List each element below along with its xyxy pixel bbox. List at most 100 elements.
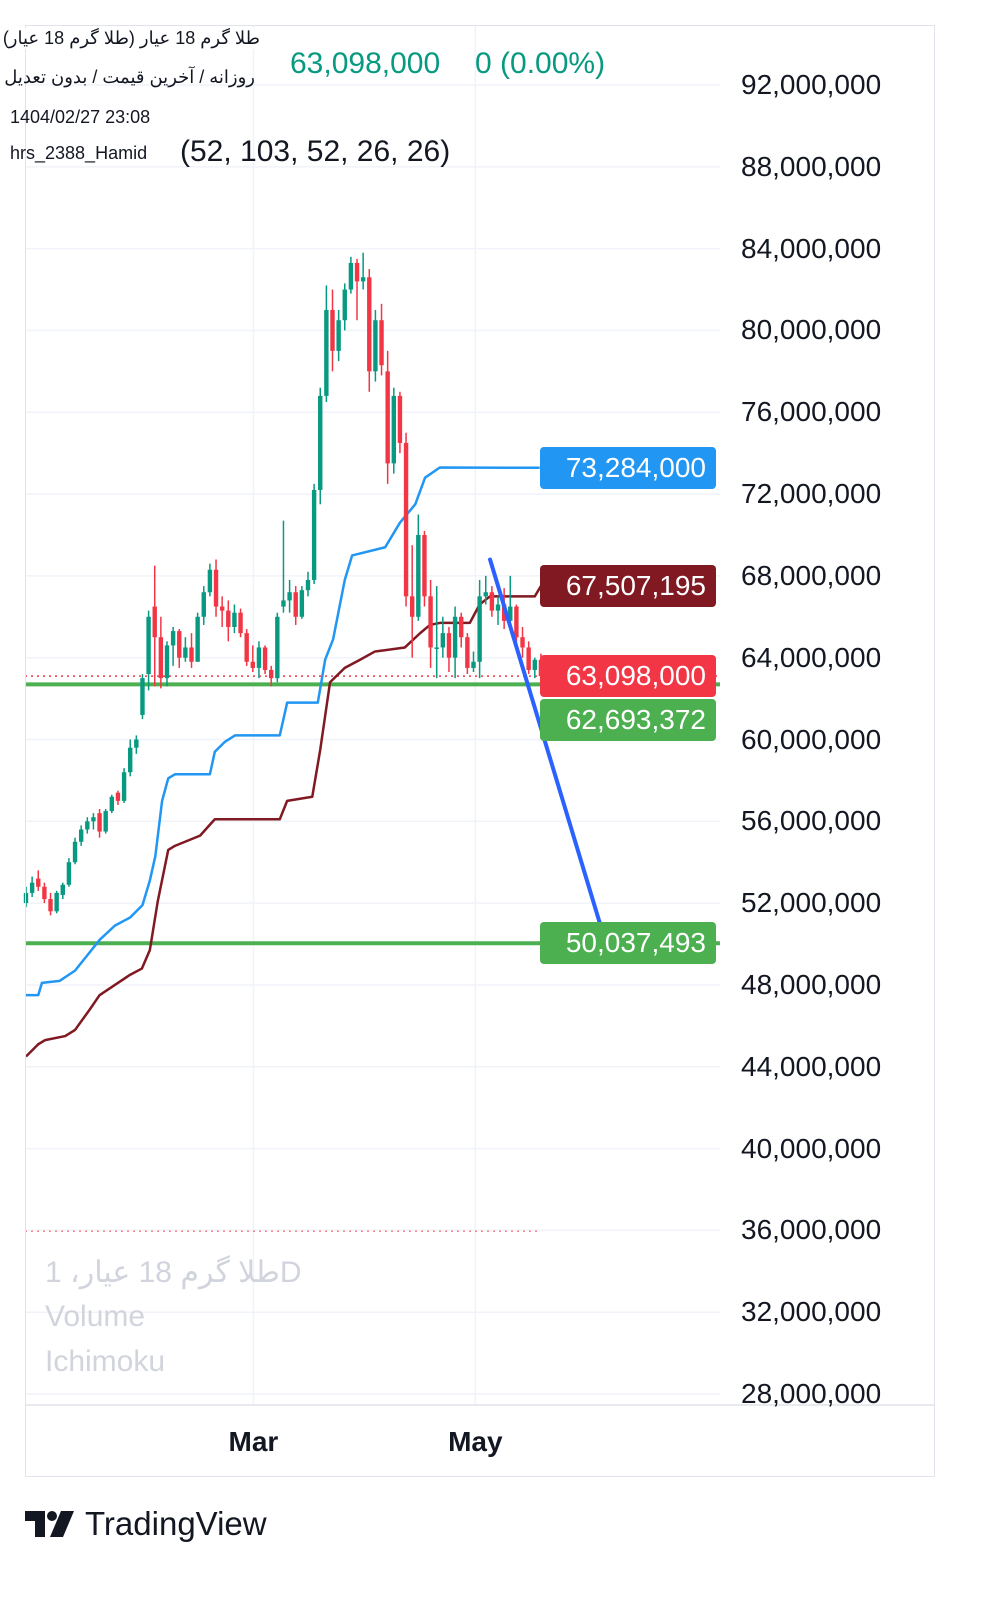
candle-body — [128, 747, 133, 773]
symbol-title: طلا گرم 18 عیار (طلا گرم 18 عیار) — [2, 28, 260, 49]
candle-body — [428, 596, 433, 648]
watermark-volume: Volume — [45, 1300, 146, 1333]
candle-body — [85, 821, 90, 830]
candle-body — [140, 678, 145, 715]
candle-body — [354, 262, 360, 282]
candle-body — [495, 604, 501, 611]
candle-body — [489, 592, 495, 611]
price-tick-label: 36,000,000 — [741, 1214, 882, 1246]
tradingview-logo[interactable]: TradingView — [25, 1505, 267, 1543]
price-tick-label: 32,000,000 — [741, 1296, 882, 1328]
candle-body — [422, 534, 427, 597]
candle-body — [391, 395, 396, 464]
candle-body — [109, 796, 115, 812]
price-tick-label: 64,000,000 — [741, 641, 882, 673]
candle-body — [232, 612, 237, 628]
candle-body — [299, 590, 305, 617]
candle-body — [373, 320, 378, 372]
candle-body — [409, 596, 415, 617]
candle-body — [330, 309, 335, 351]
candle-body — [177, 631, 182, 658]
brand-name: TradingView — [85, 1505, 267, 1542]
candle-body — [54, 892, 59, 912]
price-tick-label: 80,000,000 — [741, 314, 882, 346]
price-badge: 62,693,372 — [540, 699, 716, 742]
candle-body — [471, 661, 476, 668]
price-tick-label: 72,000,000 — [741, 478, 882, 510]
candle-body — [477, 596, 482, 662]
time-tick-label: Mar — [228, 1426, 279, 1457]
price-tick-label: 76,000,000 — [741, 396, 882, 428]
price-tick-label: 48,000,000 — [741, 968, 882, 1000]
candle-body — [170, 631, 176, 646]
candle-body — [526, 647, 531, 670]
legend-datetime: 1404/02/27 23:08 — [10, 107, 151, 127]
price-change: 0 (0.00%) — [475, 47, 606, 80]
candle-body — [256, 647, 262, 668]
last-price: 63,098,000 — [290, 47, 441, 80]
candle-body — [348, 262, 354, 290]
candle-body — [459, 616, 464, 638]
candle-body — [42, 886, 47, 900]
candle-body — [183, 647, 188, 658]
candle-body — [189, 647, 194, 662]
watermark-symbol: طلا گرم 18 عیار، 1D — [45, 1256, 302, 1289]
candle-body — [146, 616, 151, 675]
candle-body — [121, 772, 127, 801]
candle-body — [158, 637, 164, 679]
candle-body — [78, 829, 84, 842]
watermark-indicator: Ichimoku — [45, 1345, 166, 1378]
indicator-params: (52, 103, 52, 26, 26) — [180, 135, 451, 168]
candle-body — [201, 592, 206, 617]
candle-body — [66, 862, 72, 885]
chart-frame — [25, 25, 935, 1477]
candle-body — [508, 606, 513, 621]
candle-body — [97, 813, 102, 832]
candle-body — [213, 569, 219, 607]
candle-body — [305, 579, 311, 591]
candle-body — [360, 277, 366, 282]
candle-body — [60, 884, 65, 895]
candle-body — [250, 661, 256, 668]
price-tick-label: 44,000,000 — [741, 1050, 882, 1082]
trendline — [488, 557, 608, 946]
candle-body — [397, 395, 403, 443]
candle-body — [446, 633, 452, 658]
tradingview-logo-icon — [25, 1511, 74, 1537]
candle-body — [336, 320, 341, 351]
price-tick-label: 40,000,000 — [741, 1132, 882, 1164]
price-badge: 67,507,195 — [540, 564, 716, 607]
candle-body — [385, 371, 390, 464]
candle-body — [48, 899, 53, 912]
candle-body — [36, 878, 41, 887]
symbol-subtitle: روزانه / آخرین قیمت / بدون تعدیل — [4, 67, 255, 87]
candle-body — [514, 606, 519, 638]
candle-body — [403, 442, 409, 597]
candle-body — [287, 592, 292, 601]
candle-body — [275, 616, 280, 679]
candle-body — [238, 612, 243, 634]
candle-body — [465, 637, 470, 668]
candle-body — [164, 645, 170, 679]
candle-body — [91, 817, 96, 822]
candle-body — [452, 616, 458, 658]
price-tick-label: 28,000,000 — [741, 1378, 882, 1409]
candle-body — [244, 633, 249, 662]
price-tick-label: 88,000,000 — [741, 150, 882, 182]
candle-body — [269, 669, 274, 679]
conversion-line — [26, 466, 540, 997]
candle-body — [416, 534, 421, 617]
candle-body — [293, 592, 298, 617]
candle-body — [152, 606, 157, 638]
candle-body — [440, 633, 446, 648]
candle-body — [134, 739, 139, 748]
candle-body — [520, 637, 525, 648]
candle-body — [103, 811, 108, 832]
candle-body — [483, 592, 488, 597]
candle-body — [226, 610, 231, 628]
price-tick-label: 60,000,000 — [741, 723, 882, 755]
legend-author: hrs_2388_Hamid — [10, 143, 148, 163]
candle-body — [115, 792, 121, 801]
price-tick-label: 56,000,000 — [741, 805, 882, 837]
candle-body — [318, 395, 323, 490]
